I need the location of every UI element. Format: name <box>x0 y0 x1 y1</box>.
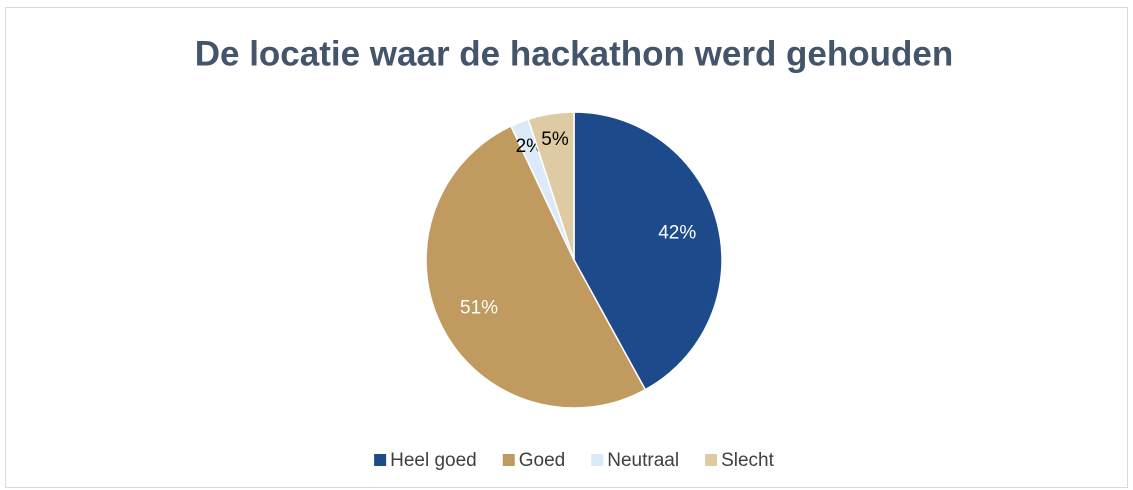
legend-swatch <box>374 454 387 466</box>
legend-label: Neutraal <box>607 450 679 471</box>
pie-slice <box>573 111 723 391</box>
legend-label: Goed <box>519 450 565 471</box>
data-label: 51% <box>460 297 498 318</box>
chart-title: De locatie waar de hackathon werd gehoud… <box>195 34 954 73</box>
pie-slice <box>425 125 647 409</box>
data-label: 42% <box>658 223 696 244</box>
pie-slice <box>527 111 575 261</box>
legend-swatch <box>591 454 604 466</box>
legend-swatch <box>502 454 515 466</box>
legend-label: Slecht <box>721 450 775 471</box>
legend-label: Heel goed <box>390 450 477 471</box>
legend-swatch <box>705 454 718 466</box>
data-label: 5% <box>541 129 569 150</box>
